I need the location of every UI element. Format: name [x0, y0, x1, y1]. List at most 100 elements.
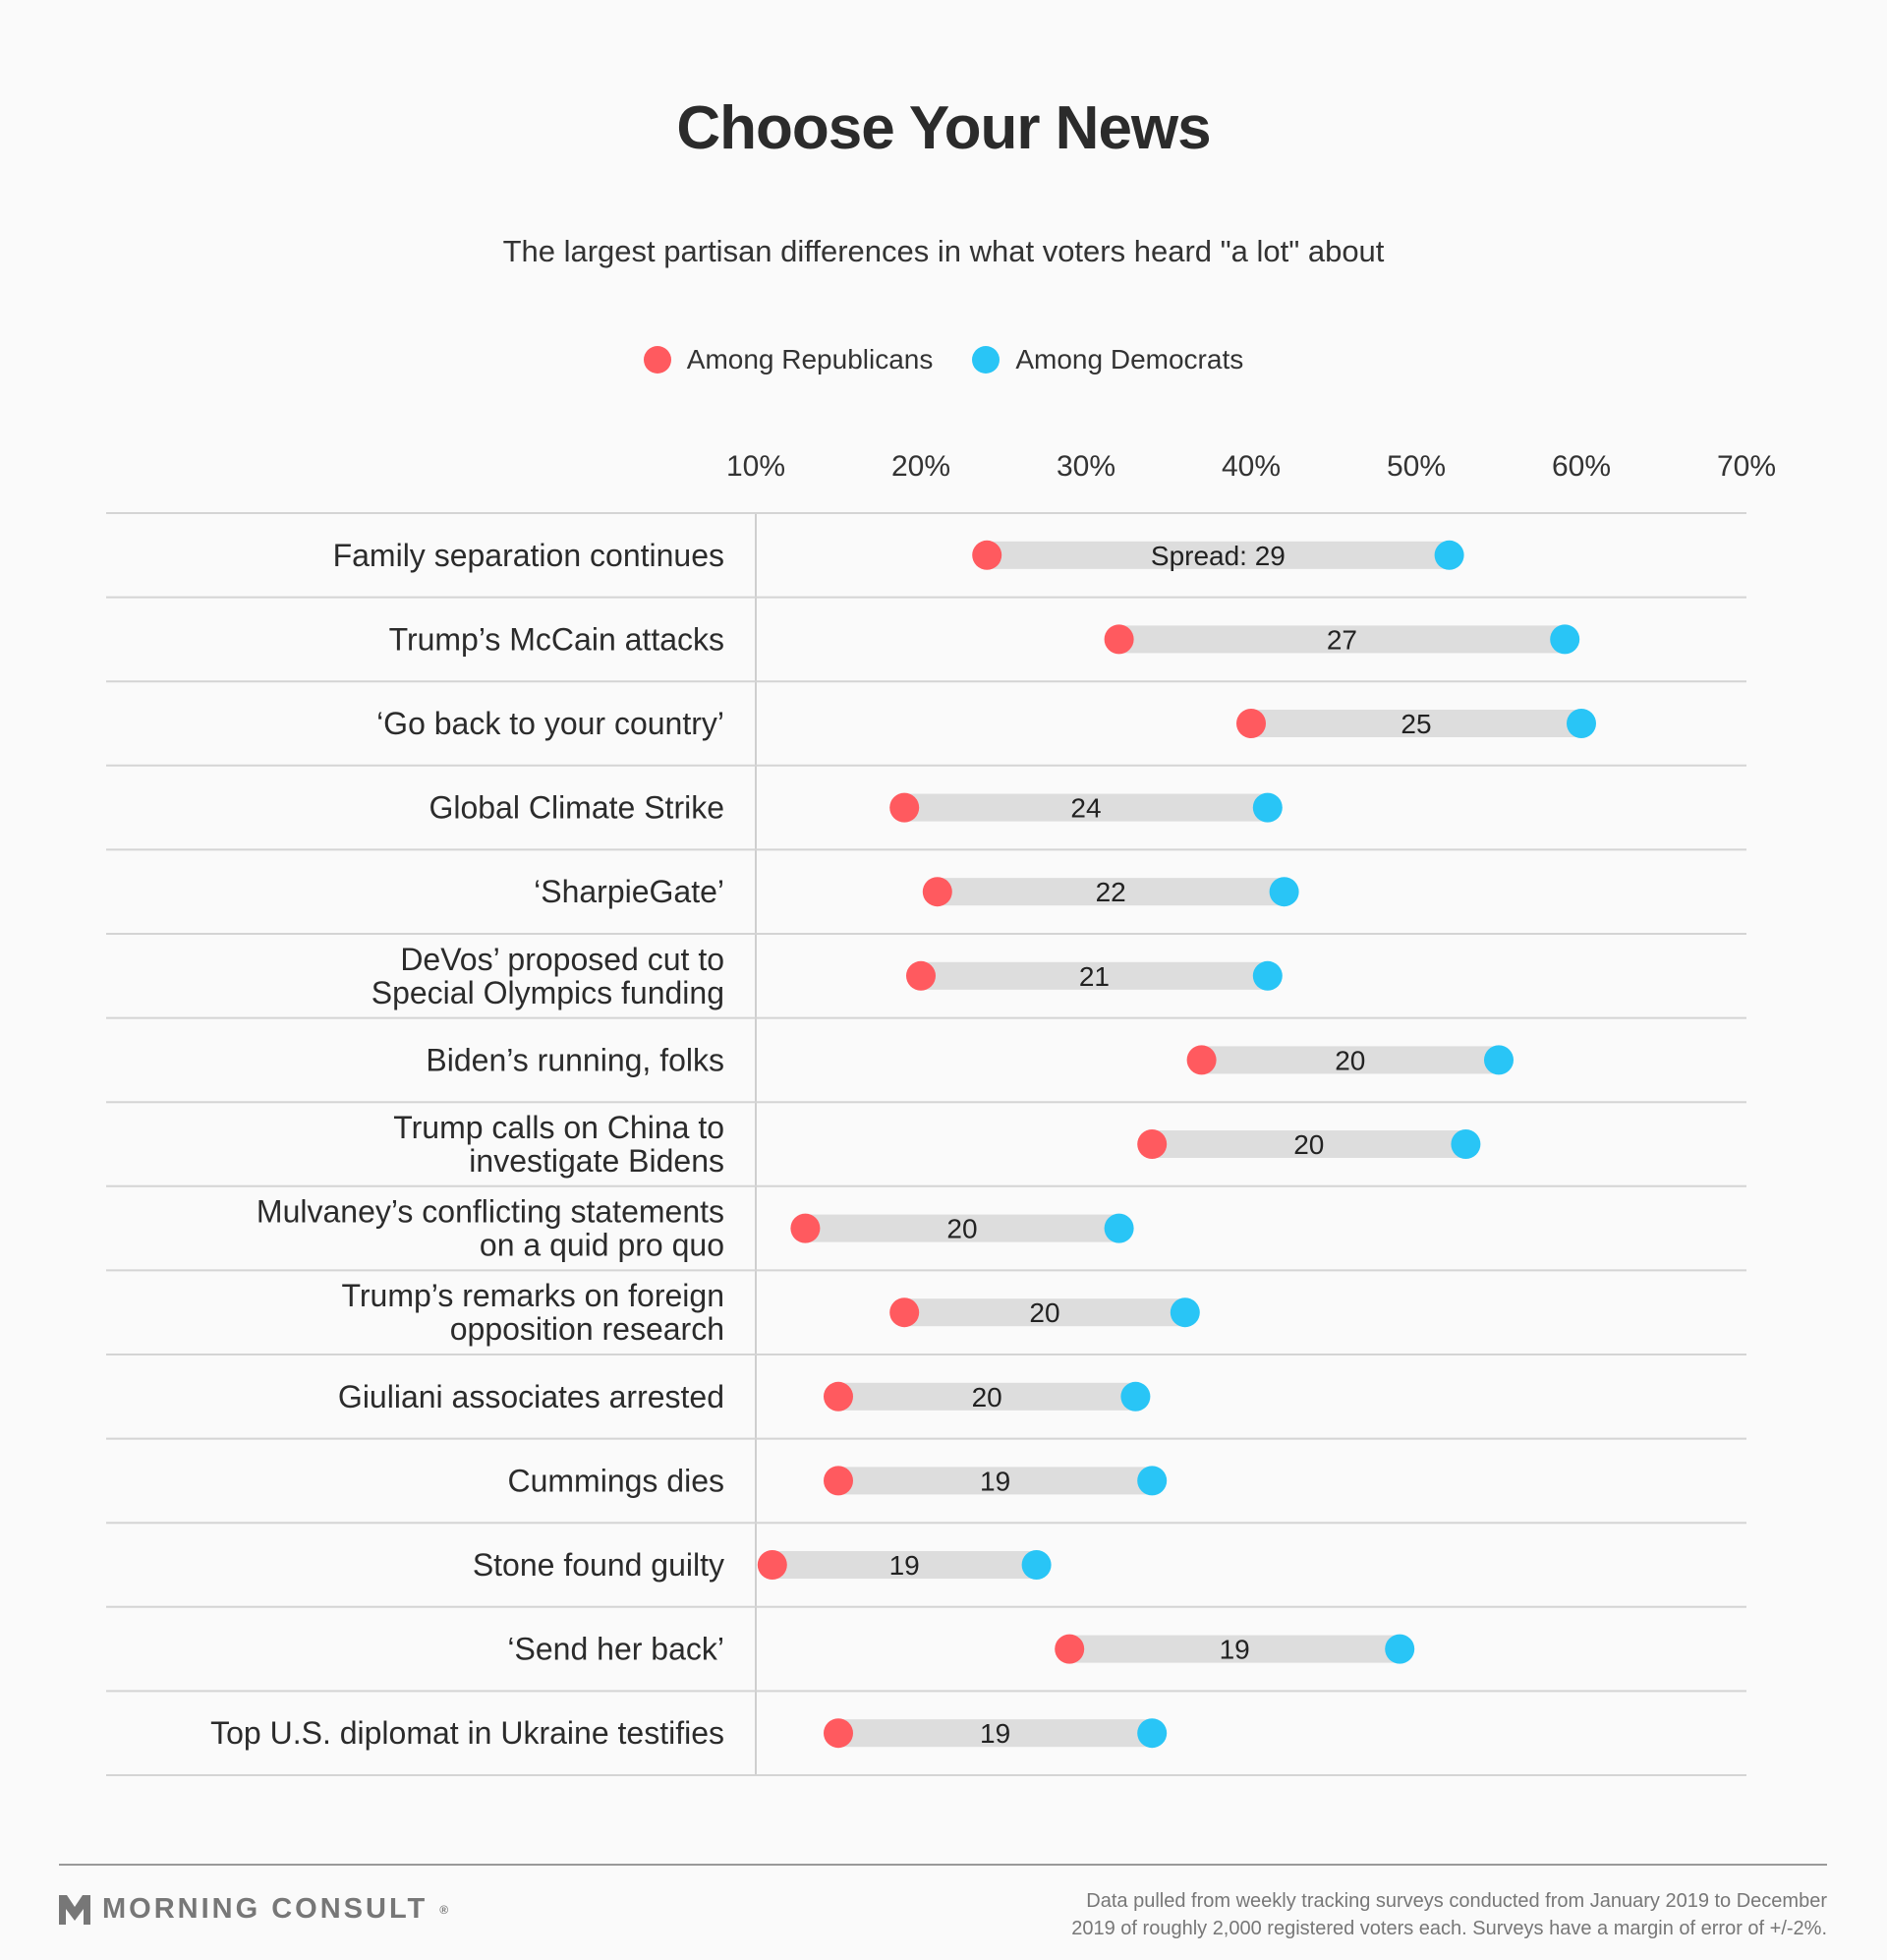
data-row: DeVos’ proposed cut to Special Olympics f… [372, 942, 1283, 1010]
brand-name: MORNING CONSULT [102, 1893, 429, 1925]
republican-dot [972, 540, 1002, 570]
spread-bar [1251, 710, 1581, 737]
republican-dot [906, 960, 936, 991]
republican-dot [1055, 1634, 1085, 1664]
legend: Among Republicans Among Democrats [0, 344, 1887, 375]
x-tick-label: 20% [891, 450, 950, 483]
spread-bar [838, 1719, 1153, 1748]
spread-bar [772, 1551, 1037, 1579]
spread-label: Spread: 29 [1151, 541, 1286, 571]
spread-label: 20 [972, 1382, 1002, 1412]
footnote: Data pulled from weekly tracking surveys… [943, 1887, 1827, 1942]
spread-bar [1118, 625, 1566, 654]
row-label-line: Stone found guilty [473, 1547, 724, 1583]
democrat-dot [1104, 1213, 1134, 1243]
democrat-dot [1451, 1129, 1481, 1159]
row-label-line: investigate Bidens [469, 1143, 724, 1179]
spread-label: 27 [1327, 624, 1357, 655]
democrat-dot [1567, 709, 1596, 738]
row-label-line: Trump’s McCain attacks [389, 621, 724, 657]
spread-bar [838, 1382, 1136, 1411]
row-label: Mulvaney’s conflicting statements on a qu… [257, 1194, 724, 1263]
row-label: DeVos’ proposed cut to Special Olympics f… [372, 942, 724, 1010]
row-label-line: Giuliani associates arrested [338, 1379, 724, 1414]
data-row: Top U.S. diplomat in Ukraine testifies 19 [210, 1715, 1168, 1751]
registered-mark: ® [439, 1902, 449, 1917]
x-tick-label: 70% [1717, 450, 1776, 483]
democrat-dot [1484, 1045, 1514, 1075]
x-tick-label: 40% [1222, 450, 1281, 483]
row-label-line: DeVos’ proposed cut to [400, 942, 724, 977]
spread-bar [904, 793, 1268, 822]
spread-bar [1069, 1635, 1401, 1663]
x-tick-label: 60% [1552, 450, 1611, 483]
row-label-line: Trump calls on China to [393, 1110, 724, 1145]
row-label: Stone found guilty [473, 1547, 724, 1583]
republican-dot [1236, 709, 1266, 738]
republican-dot [922, 877, 952, 907]
red-dot-icon [643, 346, 671, 374]
republican-dot [824, 1381, 853, 1412]
republican-dot [824, 1718, 853, 1749]
spread-label: 25 [1401, 709, 1431, 739]
spread-label: 19 [1220, 1635, 1250, 1665]
row-label-line: opposition research [450, 1311, 724, 1347]
spread-bar [1201, 1046, 1499, 1074]
spread-label: 19 [980, 1466, 1010, 1496]
row-label: Global Climate Strike [429, 790, 724, 826]
spread-label: 20 [1335, 1045, 1365, 1075]
data-row: Trump calls on China to investigate Biden… [393, 1110, 1481, 1179]
democrat-dot [1170, 1297, 1200, 1328]
republican-dot [757, 1550, 787, 1580]
spread-label: 22 [1096, 877, 1126, 907]
chart-subtitle: The largest partisan differences in what… [502, 234, 1385, 268]
x-tick-label: 50% [1387, 450, 1446, 483]
data-row: Family separation continues Spread: 29 [333, 538, 1464, 573]
republican-dot [1104, 624, 1134, 655]
democrat-dot [1550, 624, 1580, 655]
row-label: ‘Send her back’ [507, 1632, 724, 1667]
spread-bar [987, 541, 1450, 569]
row-label-line: Family separation continues [333, 538, 724, 573]
democrat-dot [1021, 1550, 1052, 1580]
row-label-line: Global Climate Strike [429, 790, 724, 826]
data-row: ‘Go back to your country’ 25 [376, 706, 1596, 741]
data-row: ‘SharpieGate’ 22 [534, 874, 1299, 909]
republican-dot [1137, 1129, 1168, 1159]
row-label: Biden’s running, folks [426, 1042, 724, 1077]
democrat-dot [1385, 1634, 1415, 1664]
republican-dot [824, 1466, 853, 1496]
row-label-line: Mulvaney’s conflicting statements [257, 1194, 724, 1230]
spread-label: 19 [980, 1718, 1010, 1749]
x-tick-label: 30% [1057, 450, 1115, 483]
democrat-dot [1434, 540, 1464, 570]
data-row: Trump’s remarks on foreign opposition res… [342, 1278, 1200, 1347]
democrat-dot [1137, 1466, 1168, 1496]
row-label: Trump’s McCain attacks [389, 621, 724, 657]
dumbbell-chart: 10% 20% 30% 40% 50% 60% 70% Family separation c… [106, 450, 1776, 1776]
spread-bar [937, 878, 1285, 906]
row-label: Giuliani associates arrested [338, 1379, 724, 1414]
row-label-line: ‘SharpieGate’ [534, 874, 724, 909]
spread-bar [838, 1467, 1153, 1495]
row-label-line: Special Olympics funding [372, 975, 724, 1010]
footnote-line-1: Data pulled from weekly tracking surveys… [1086, 1890, 1827, 1912]
row-label-line: on a quid pro quo [480, 1228, 724, 1263]
democrat-dot [1269, 877, 1299, 907]
row-label: ‘Go back to your country’ [376, 706, 724, 741]
spread-label: 24 [1070, 793, 1101, 824]
data-row: Biden’s running, folks 20 [426, 1042, 1514, 1077]
footnote-line-2: 2019 of roughly 2,000 registered voters … [1071, 1918, 1827, 1939]
spread-label: 21 [1079, 961, 1110, 992]
row-label-line: Biden’s running, folks [426, 1042, 724, 1077]
data-row: Mulvaney’s conflicting statements on a qu… [257, 1194, 1134, 1263]
row-label: Cummings dies [507, 1463, 724, 1498]
spread-label: 20 [946, 1214, 977, 1244]
democrat-dot [1137, 1718, 1168, 1749]
blue-dot-icon [972, 346, 1001, 374]
row-label: Trump calls on China to investigate Biden… [393, 1110, 724, 1179]
legend-label: Among Democrats [1015, 344, 1244, 375]
democrat-dot [1252, 960, 1283, 991]
spread-bar [805, 1214, 1119, 1242]
data-row: Giuliani associates arrested 20 [338, 1379, 1151, 1414]
